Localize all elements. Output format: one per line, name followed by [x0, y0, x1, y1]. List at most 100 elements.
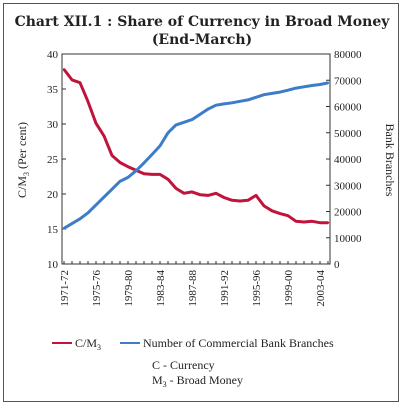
data-point-c-m3 — [254, 194, 258, 197]
y-tick-right-label: 80000 — [334, 49, 362, 61]
y-tick-left-label: 15 — [47, 224, 59, 236]
x-tick-label: 1983-84 — [155, 270, 167, 307]
y-tick-right-label: 50000 — [334, 128, 362, 140]
data-point-bank-branches — [286, 89, 290, 92]
data-point-c-m3 — [150, 173, 154, 176]
y-axis-label-right: Bank Branches — [383, 124, 397, 197]
data-point-c-m3 — [198, 193, 202, 196]
data-point-c-m3 — [190, 190, 194, 194]
data-point-bank-branches — [230, 101, 234, 105]
data-point-c-m3 — [158, 173, 162, 176]
data-point-c-m3 — [126, 165, 130, 168]
chart-subtitle: (End-March) — [151, 32, 253, 48]
data-point-bank-branches — [102, 195, 106, 199]
data-point-bank-branches — [142, 161, 146, 165]
x-tick-label: 1971-72 — [59, 270, 71, 307]
plot-area — [61, 53, 331, 265]
data-point-bank-branches — [118, 180, 122, 183]
data-point-bank-branches — [214, 103, 218, 107]
data-point-bank-branches — [126, 176, 130, 179]
series-line-bank-branches — [63, 81, 329, 230]
data-point-c-m3 — [166, 178, 170, 181]
data-point-bank-branches — [262, 93, 266, 96]
data-point-bank-branches — [94, 203, 98, 207]
y-tick-right-label: 0 — [334, 259, 340, 271]
legend-label-c-m3: C/M3 — [75, 336, 101, 352]
data-point-bank-branches — [62, 227, 66, 230]
y-tick-left-label: 20 — [47, 189, 59, 201]
data-point-c-m3 — [222, 196, 226, 199]
data-point-c-m3 — [238, 199, 242, 203]
data-point-bank-branches — [222, 102, 226, 106]
data-point-c-m3 — [110, 154, 114, 157]
data-point-c-m3 — [174, 187, 178, 190]
x-tick-label: 1995-96 — [251, 270, 263, 307]
x-tick-label: 1975-76 — [91, 270, 103, 307]
y-tick-right-label: 20000 — [334, 207, 362, 219]
data-point-c-m3 — [230, 199, 234, 202]
y-tick-right-label: 60000 — [334, 102, 362, 114]
data-point-bank-branches — [70, 222, 74, 225]
data-point-c-m3 — [78, 81, 82, 84]
data-point-c-m3 — [142, 172, 146, 175]
data-point-bank-branches — [190, 118, 194, 121]
data-point-c-m3 — [70, 78, 74, 82]
data-point-bank-branches — [110, 187, 114, 191]
legend-label-branches: Number of Commercial Bank Branches — [143, 336, 334, 350]
data-point-bank-branches — [278, 90, 282, 94]
data-point-c-m3 — [62, 68, 66, 71]
x-tick-label: 2003-04 — [315, 270, 327, 307]
data-point-bank-branches — [166, 131, 170, 134]
left-axis: 10 15 20 25 30 35 40 — [47, 49, 66, 271]
right-axis: 0 10000 20000 30000 40000 50000 60000 70000 8000… — [326, 49, 362, 271]
data-point-c-m3 — [246, 199, 250, 202]
data-point-c-m3 — [270, 209, 274, 212]
data-point-c-m3 — [294, 220, 298, 223]
y-tick-left-label: 30 — [47, 119, 59, 131]
data-point-bank-branches — [78, 217, 82, 221]
data-point-c-m3 — [182, 192, 186, 195]
note-broad-money: M3 - Broad Money — [152, 373, 243, 389]
data-point-bank-branches — [206, 107, 210, 111]
y-tick-left-label: 35 — [47, 84, 59, 96]
data-point-bank-branches — [246, 98, 250, 102]
data-point-bank-branches — [326, 81, 330, 85]
data-point-bank-branches — [270, 92, 274, 95]
data-point-bank-branches — [318, 83, 322, 86]
series-group — [62, 68, 330, 230]
x-tick-label: 1999-00 — [283, 270, 295, 307]
y-tick-right-label: 40000 — [334, 154, 362, 166]
y-axis-label-left: C/M3 (Per cent) — [15, 122, 31, 198]
data-point-bank-branches — [150, 153, 154, 156]
data-point-c-m3 — [94, 122, 98, 125]
data-point-c-m3 — [278, 212, 282, 215]
note-currency: C - Currency — [152, 358, 215, 372]
y-tick-right-label: 30000 — [334, 180, 362, 192]
data-point-c-m3 — [302, 220, 306, 224]
data-point-c-m3 — [310, 220, 314, 223]
data-point-c-m3 — [86, 100, 90, 103]
data-point-c-m3 — [318, 221, 322, 224]
data-point-c-m3 — [102, 134, 106, 138]
data-point-bank-branches — [294, 86, 298, 90]
data-point-c-m3 — [214, 192, 218, 195]
y-tick-right-label: 10000 — [334, 233, 362, 245]
data-point-bank-branches — [134, 169, 138, 173]
data-point-bank-branches — [86, 211, 90, 215]
x-tick-label: 1987-88 — [187, 270, 199, 307]
data-point-bank-branches — [238, 100, 242, 103]
data-point-c-m3 — [326, 221, 330, 224]
data-point-c-m3 — [118, 161, 122, 164]
data-point-c-m3 — [286, 214, 290, 217]
data-point-bank-branches — [302, 85, 306, 89]
series-line-c-m3 — [62, 68, 328, 225]
chart-title: Chart XII.1 : Share of Currency in Broad… — [14, 14, 390, 30]
data-point-bank-branches — [198, 113, 202, 116]
y-tick-left-label: 25 — [47, 154, 59, 166]
x-tick-label: 1991-92 — [219, 270, 231, 307]
x-axis: 1971-72 1975-76 1979-80 1983-84 1987-88 1991-… — [59, 261, 329, 307]
y-tick-left-label: 40 — [47, 49, 59, 61]
data-point-bank-branches — [174, 123, 178, 127]
data-point-c-m3 — [262, 204, 266, 208]
